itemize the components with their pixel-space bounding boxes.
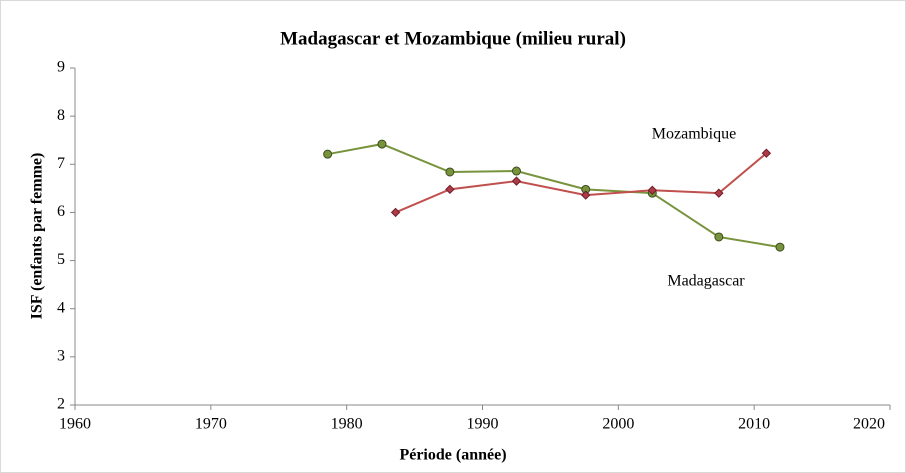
y-tick-label: 7: [57, 155, 65, 172]
y-tick-label: 3: [57, 348, 65, 365]
marker: [511, 166, 521, 176]
marker: [511, 176, 522, 186]
x-tick-label: 2000: [602, 416, 634, 433]
series-label: Madagascar: [667, 273, 745, 290]
x-tick-label: 2010: [738, 416, 770, 433]
marker: [714, 188, 724, 198]
y-axis-label: ISF (enfants par femme): [29, 153, 46, 320]
y-tick-label: 5: [57, 251, 65, 268]
marker: [714, 232, 724, 242]
y-tick-label: 8: [57, 107, 65, 124]
y-tick-label: 6: [57, 203, 65, 220]
marker: [377, 139, 387, 149]
marker: [581, 190, 591, 200]
y-tick-label: 2: [57, 396, 65, 413]
x-tick-label: 1980: [331, 416, 363, 433]
y-tick-label: 4: [57, 299, 65, 316]
marker: [761, 148, 772, 158]
x-tick-label: 1960: [59, 416, 91, 433]
series-line: [327, 143, 781, 249]
series-label: Mozambique: [652, 126, 736, 143]
x-tick-label: 1970: [195, 416, 227, 433]
marker: [647, 185, 657, 195]
marker: [775, 242, 785, 252]
y-tick-label: 9: [57, 59, 65, 76]
marker: [323, 149, 333, 159]
marker: [445, 184, 455, 195]
marker: [445, 167, 455, 177]
x-tick-label: 1990: [467, 416, 499, 433]
x-tick-label: 2020: [853, 416, 885, 433]
chart-title: Madagascar et Mozambique (milieu rural): [280, 28, 626, 49]
marker: [390, 207, 401, 218]
x-axis-label: Période (année): [399, 447, 506, 464]
